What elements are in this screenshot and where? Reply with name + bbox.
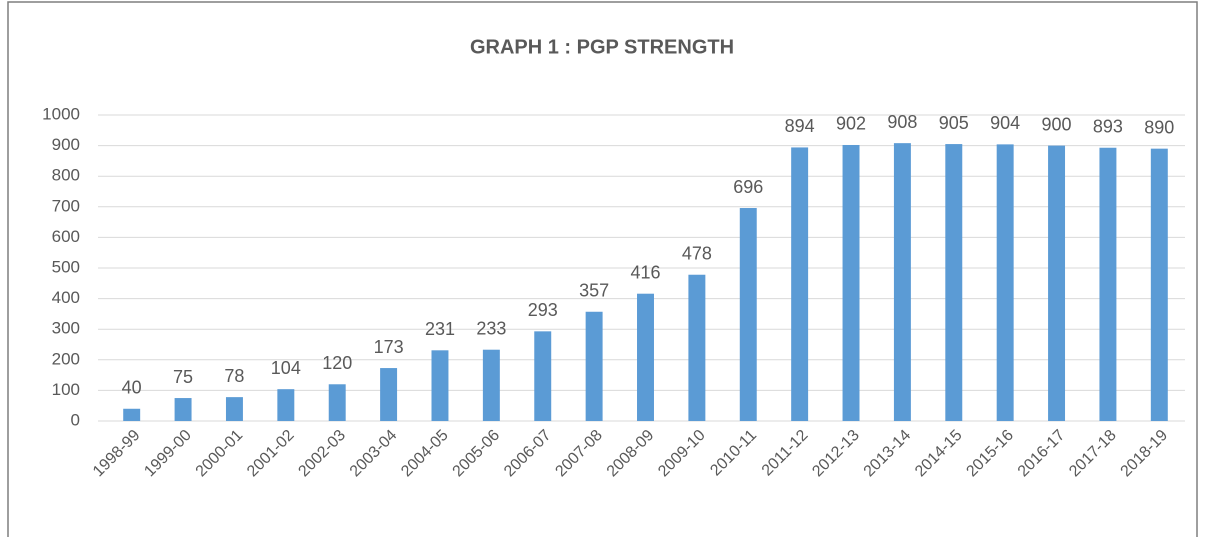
data-label: 75: [173, 367, 193, 387]
y-tick-label: 1000: [42, 104, 80, 123]
y-tick-label: 600: [52, 227, 80, 246]
data-label: 904: [990, 113, 1020, 133]
y-tick-label: 800: [52, 166, 80, 185]
data-label: 900: [1042, 114, 1072, 134]
bar: [585, 311, 603, 421]
bar: [842, 144, 860, 421]
data-label: 233: [476, 318, 506, 338]
chart-title: GRAPH 1 : PGP STRENGTH: [470, 36, 734, 58]
bar: [945, 144, 963, 421]
bar: [996, 144, 1014, 421]
y-tick-label: 100: [52, 380, 80, 399]
y-tick-label: 400: [52, 288, 80, 307]
bar: [380, 368, 398, 421]
bar: [739, 208, 757, 421]
bar: [328, 384, 346, 421]
data-label: 293: [528, 300, 558, 320]
bar: [174, 398, 192, 421]
data-label: 78: [224, 366, 244, 386]
bar: [893, 143, 911, 422]
data-label: 478: [682, 243, 712, 263]
y-tick-label: 900: [52, 135, 80, 154]
y-tick-label: 500: [52, 257, 80, 276]
data-label: 890: [1144, 117, 1174, 137]
data-label: 416: [630, 262, 660, 282]
data-label: 231: [425, 319, 455, 339]
data-label: 120: [322, 353, 352, 373]
data-label: 40: [122, 378, 142, 398]
data-label: 357: [579, 281, 609, 301]
bar: [431, 350, 449, 421]
bar: [1150, 148, 1168, 421]
data-label: 173: [374, 337, 404, 357]
bar: [123, 408, 141, 421]
chart-border: [7, 1, 1198, 537]
bar: [482, 349, 500, 421]
data-label: 104: [271, 358, 301, 378]
data-label: 902: [836, 114, 866, 134]
bar: [225, 397, 243, 421]
data-label: 908: [887, 112, 917, 132]
bar: [688, 274, 706, 421]
bar: [1099, 147, 1117, 421]
bar: [277, 389, 295, 421]
bar: [534, 331, 552, 421]
y-tick-label: 700: [52, 196, 80, 215]
y-tick-label: 300: [52, 319, 80, 338]
y-tick-label: 0: [71, 410, 80, 429]
data-label: 894: [785, 116, 815, 136]
data-label: 905: [939, 113, 969, 133]
data-label: 696: [733, 177, 763, 197]
data-label: 893: [1093, 116, 1123, 136]
bar: [1048, 145, 1066, 421]
bar: [791, 147, 809, 421]
bar: [637, 293, 654, 421]
y-tick-label: 200: [52, 349, 80, 368]
